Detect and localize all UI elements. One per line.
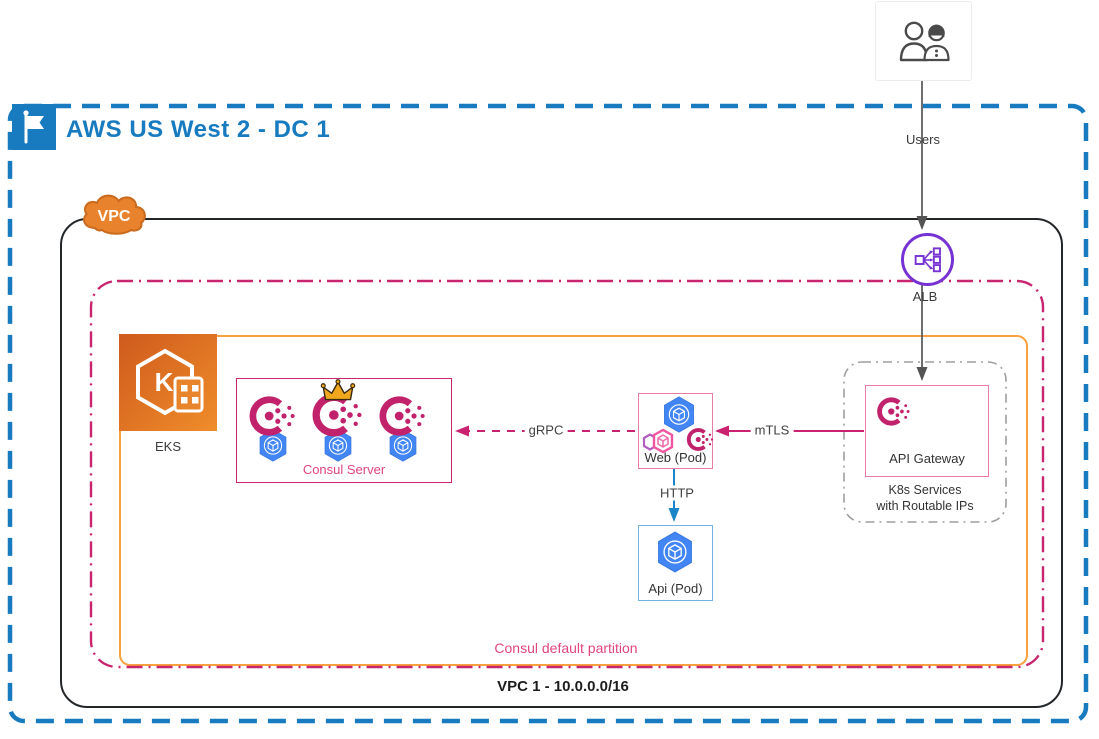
consul-icon <box>876 395 912 428</box>
k8s-services-border <box>843 361 1007 523</box>
consul-partition-label: Consul default partition <box>494 640 638 656</box>
kubernetes-pod-icon <box>656 531 694 573</box>
eks-node: K <box>119 334 217 431</box>
aws-region-border <box>7 103 1089 724</box>
k8s-services-label: K8s Services with Routable IPs <box>876 482 973 514</box>
vpc-badge-text: VPC <box>98 208 131 225</box>
load-balancer-icon <box>912 244 944 276</box>
users-label: Users <box>906 132 940 147</box>
users-icon <box>893 18 955 64</box>
consul-icon <box>686 426 715 453</box>
api-pod-label: Api (Pod) <box>648 581 703 596</box>
consul-icon <box>248 393 298 439</box>
consul-partition-border <box>89 279 1045 669</box>
alb-label: ALB <box>912 289 938 304</box>
consul-server-label: Consul Server <box>302 462 386 477</box>
vpc-border <box>60 218 1063 708</box>
grpc-edge-label: gRPC <box>524 422 568 438</box>
region-title: AWS US West 2 - DC 1 <box>66 116 331 143</box>
vpc-cloud-icon: VPC <box>83 194 146 235</box>
alb-node <box>901 233 954 286</box>
eks-icon: K <box>136 348 204 416</box>
region-flag-icon <box>12 104 56 150</box>
users-node <box>875 1 972 81</box>
leader-crown-icon <box>320 379 356 404</box>
web-pod-node: Web (Pod) <box>638 393 713 469</box>
flag-icon <box>12 104 56 150</box>
http-edge-label: HTTP <box>656 485 698 501</box>
k8s-services-label-line1: K8s Services <box>888 483 962 497</box>
eks-icon-letter: K <box>155 367 174 397</box>
consul-icon <box>378 393 428 439</box>
mtls-edge-label: mTLS <box>750 422 794 438</box>
api-gateway-node: API Gateway <box>865 385 989 477</box>
eks-label: EKS <box>154 439 182 454</box>
api-gateway-label: API Gateway <box>889 451 965 466</box>
api-pod-node: Api (Pod) <box>638 525 713 601</box>
consul-server-node: Consul Server <box>236 378 452 483</box>
eks-cluster-border <box>119 335 1028 666</box>
vpc-cidr-label: VPC 1 - 10.0.0.0/16 <box>497 678 629 695</box>
k8s-services-label-line2: with Routable IPs <box>876 499 974 513</box>
web-pod-label: Web (Pod) <box>644 450 707 465</box>
